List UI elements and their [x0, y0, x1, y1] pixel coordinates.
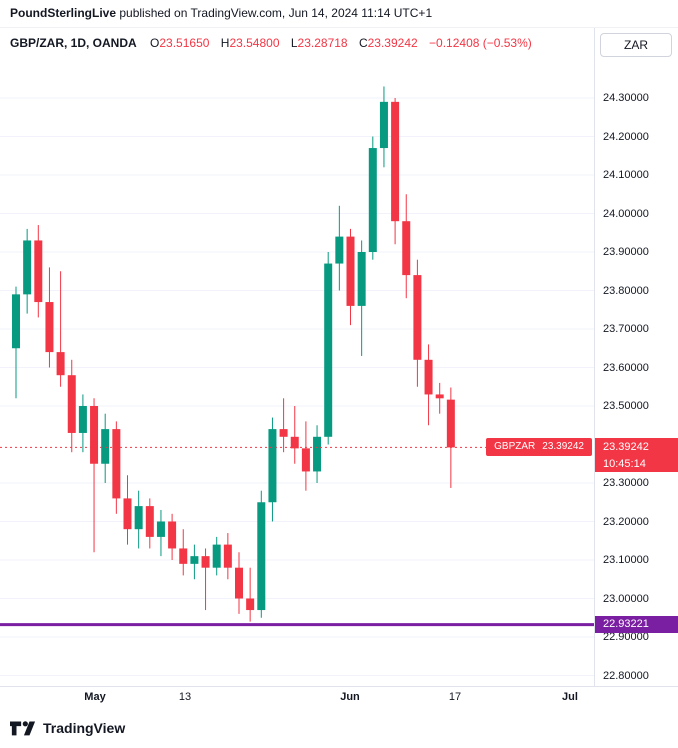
candle	[379, 86, 388, 168]
candle	[435, 382, 444, 414]
last-price-badge: 23.39242	[595, 438, 678, 457]
low-label: L	[290, 36, 298, 50]
candle	[134, 490, 143, 549]
candlestick-chart[interactable]	[0, 28, 594, 686]
price-axis-label: 22.80000	[603, 669, 649, 682]
tradingview-logo-icon[interactable]	[10, 718, 36, 738]
price-axis-label: 23.00000	[603, 592, 649, 605]
close-label: C	[358, 36, 368, 50]
price-axis-label: 23.50000	[603, 400, 649, 412]
bar-countdown: 10:45:14	[595, 456, 678, 473]
candle	[156, 509, 165, 557]
candle	[78, 394, 87, 453]
high-label: H	[220, 36, 230, 50]
candle	[402, 194, 411, 299]
price-axis-label: 23.30000	[603, 477, 649, 489]
open-label: O	[150, 36, 160, 50]
candle	[290, 406, 299, 464]
candle	[223, 533, 232, 580]
candle	[301, 421, 310, 491]
price-axis-label: 23.10000	[603, 554, 649, 566]
attribution-banner: PoundSterlingLive published on TradingVi…	[0, 0, 678, 28]
candle	[56, 271, 65, 387]
time-axis-label: Jul	[562, 691, 578, 703]
time-axis-label: Jun	[340, 691, 360, 703]
candle	[279, 398, 288, 453]
candle	[101, 413, 110, 483]
candle	[346, 228, 355, 326]
last-price-tag: GBPZAR 23.39242	[486, 438, 592, 457]
chart-legend[interactable]: GBP/ZAR, 1D, OANDA O23.51650 H23.54800 L…	[10, 36, 532, 50]
close-value: 23.39242	[367, 36, 418, 50]
candle	[413, 259, 422, 387]
price-axis-label: 23.80000	[603, 284, 649, 297]
publisher-name: PoundSterlingLive	[10, 6, 117, 20]
open-value: 23.51650	[159, 36, 210, 50]
price-axis-label: 23.90000	[603, 246, 649, 258]
price-axis-label: 23.60000	[603, 361, 649, 374]
candle	[168, 513, 177, 560]
high-value: 23.54800	[229, 36, 280, 50]
candle	[424, 344, 433, 426]
level-price-badge: 22.93221	[595, 616, 678, 634]
candle	[123, 475, 132, 545]
candle	[235, 552, 243, 614]
tradingview-wordmark[interactable]: TradingView	[43, 720, 126, 736]
candle	[324, 252, 333, 445]
price-axis-label: 24.20000	[603, 130, 649, 143]
candle	[34, 225, 43, 318]
candle	[246, 567, 255, 622]
candle	[90, 398, 99, 553]
candle	[313, 425, 322, 483]
candle	[23, 228, 32, 314]
price-axis-label: 22.90000	[603, 631, 649, 643]
time-axis-label: May	[84, 691, 106, 703]
low-value: 23.28718	[297, 36, 348, 50]
candle	[357, 240, 366, 356]
time-axis[interactable]: May 13 Jun 17 Jul	[0, 686, 678, 708]
candle	[212, 536, 221, 576]
candle	[268, 417, 277, 522]
candle	[368, 136, 377, 260]
candle	[145, 498, 154, 549]
candle	[67, 359, 76, 453]
price-axis-label: 24.10000	[603, 169, 649, 181]
time-axis-label: 13	[178, 691, 192, 703]
candle	[446, 387, 455, 488]
candle	[190, 544, 199, 580]
tag-symbol: GBPZAR	[494, 441, 536, 453]
candle	[201, 548, 210, 611]
candle	[12, 286, 20, 399]
price-axis-label: 23.20000	[603, 515, 649, 528]
price-axis[interactable]: ZAR 24.30000 24.20000 24.10000 24.00000 23.9…	[594, 28, 678, 686]
candle	[179, 529, 188, 576]
price-axis-label: 24.30000	[603, 92, 649, 104]
price-axis-label: 23.70000	[603, 323, 649, 335]
candle	[112, 421, 121, 514]
candle	[45, 267, 54, 368]
banner-text: published on TradingView.com, Jun 14, 20…	[116, 6, 433, 20]
currency-axis-button[interactable]: ZAR	[600, 33, 672, 57]
symbol-title[interactable]: GBP/ZAR, 1D, OANDA	[10, 36, 137, 50]
footer: TradingView	[0, 708, 678, 748]
candle	[257, 490, 266, 618]
change-value: −0.12408 (−0.53%)	[429, 36, 532, 50]
candle	[335, 205, 344, 291]
time-axis-label: 17	[448, 691, 462, 703]
chart-area: GBP/ZAR, 1D, OANDA O23.51650 H23.54800 L…	[0, 28, 678, 708]
tag-price: 23.39242	[542, 441, 584, 453]
price-axis-label: 24.00000	[603, 207, 649, 220]
candle	[391, 98, 400, 245]
